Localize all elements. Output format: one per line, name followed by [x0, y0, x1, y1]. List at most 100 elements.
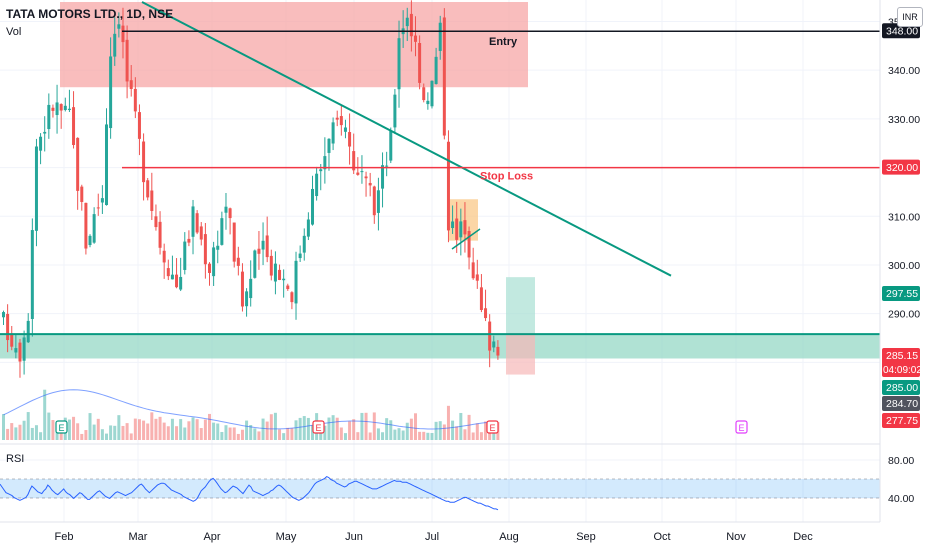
volume-bar — [166, 426, 170, 440]
candle — [158, 221, 162, 248]
volume-bar — [113, 425, 117, 440]
currency-button[interactable]: INR — [897, 7, 923, 27]
volume-bar — [327, 417, 331, 440]
volume-ma-line — [3, 389, 498, 430]
candle — [109, 56, 113, 129]
volume-bar — [479, 432, 483, 440]
volume-bar — [302, 416, 306, 440]
volume-bar — [117, 415, 121, 440]
volume-bar — [67, 419, 71, 440]
candle — [208, 263, 211, 273]
candle — [261, 240, 265, 250]
volume-bar — [220, 431, 224, 440]
price-tag: 285.15 04:09:02 — [882, 348, 922, 377]
price-tag-box — [882, 396, 920, 411]
candle — [14, 348, 18, 353]
earnings-marker-label: E — [738, 423, 744, 433]
candle — [269, 255, 273, 276]
earnings-marker: E — [486, 420, 499, 434]
x-tick-label: Dec — [793, 531, 813, 543]
candle — [228, 208, 232, 219]
price-tag: 297.55 — [882, 286, 920, 301]
candle — [203, 234, 207, 265]
candle — [100, 198, 104, 203]
volume-bar — [426, 432, 430, 440]
candle — [496, 346, 500, 356]
candle — [385, 165, 389, 167]
candle — [199, 226, 203, 240]
earnings-marker: E — [312, 420, 325, 434]
candle — [484, 308, 488, 319]
x-tick-label: Sep — [576, 531, 596, 543]
candle — [170, 274, 174, 280]
candle — [240, 271, 244, 307]
candle — [18, 342, 22, 362]
trendline — [141, 1, 672, 277]
volume-bar — [100, 429, 104, 440]
earnings-marker-box — [55, 420, 68, 434]
candle — [438, 22, 442, 51]
candle — [72, 107, 76, 146]
rsi-tick-label: 80.00 — [888, 455, 914, 467]
candle — [492, 341, 496, 348]
price-tag-box — [882, 159, 920, 175]
volume-bar — [430, 433, 434, 440]
candle — [434, 56, 438, 85]
candle — [51, 107, 55, 111]
volume-bar — [22, 420, 26, 440]
volume-bar — [475, 423, 479, 440]
candle — [146, 180, 150, 198]
volume-bar — [356, 432, 360, 440]
candle — [286, 285, 290, 290]
candle — [220, 218, 224, 245]
volume-bar — [203, 419, 207, 440]
volume-bar — [372, 412, 376, 440]
volume-bar — [249, 425, 253, 440]
candle — [253, 250, 257, 278]
y-tick-label: 330.00 — [888, 114, 920, 126]
candle — [39, 136, 43, 151]
candle — [249, 278, 253, 299]
volume-bar — [14, 427, 18, 440]
volume-bar — [261, 418, 265, 440]
zone-risk — [506, 333, 535, 375]
volume-bar — [187, 421, 191, 440]
volume-bar — [418, 431, 422, 440]
volume-bar — [228, 427, 232, 440]
volume-bar — [80, 433, 84, 440]
candle — [6, 313, 10, 341]
volume-bar — [446, 405, 450, 440]
volume-bar — [265, 421, 269, 440]
candle — [356, 172, 360, 175]
candle — [67, 108, 71, 110]
candle — [405, 17, 409, 27]
candle — [467, 230, 471, 258]
volume-bar — [389, 420, 393, 440]
level-label-stop-loss: Stop Loss — [480, 171, 533, 183]
volume-bar — [158, 416, 162, 440]
candle — [137, 112, 141, 139]
volume-bar — [240, 429, 244, 440]
volume-bar — [311, 425, 314, 440]
price-tag-box — [882, 348, 920, 377]
earnings-marker-label: E — [58, 423, 64, 433]
candle — [409, 13, 413, 37]
price-tag-label: 320.00 — [886, 162, 918, 174]
candle — [150, 190, 154, 211]
volume-bar — [26, 412, 30, 440]
volume-bar — [253, 428, 257, 440]
volume-bar — [43, 389, 47, 440]
volume-bar — [298, 417, 302, 440]
volume-bar — [463, 429, 467, 440]
candle — [88, 235, 92, 246]
candle — [352, 151, 356, 171]
candle — [191, 206, 195, 237]
price-tag-box — [882, 413, 920, 428]
consolidation-trendline — [451, 228, 481, 250]
candle — [175, 274, 179, 288]
volume-bar — [105, 433, 108, 440]
volume-bar — [179, 419, 183, 440]
candle — [319, 169, 323, 172]
candle — [393, 94, 397, 128]
